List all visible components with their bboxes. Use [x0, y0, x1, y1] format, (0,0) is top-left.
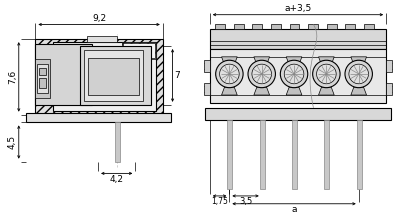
Circle shape — [252, 64, 272, 84]
Bar — [53, 42, 156, 111]
Bar — [210, 49, 386, 103]
Circle shape — [280, 60, 308, 88]
Bar — [357, 120, 362, 189]
Bar — [260, 120, 265, 189]
Bar — [36, 44, 92, 105]
Text: 4,2: 4,2 — [110, 175, 124, 184]
Bar — [364, 23, 374, 29]
Circle shape — [220, 64, 239, 84]
Polygon shape — [351, 57, 366, 65]
Bar — [345, 23, 355, 29]
Polygon shape — [318, 57, 334, 65]
Text: 4,5: 4,5 — [8, 135, 17, 149]
Bar — [252, 23, 262, 29]
Bar — [234, 23, 244, 29]
Bar — [115, 123, 120, 162]
Circle shape — [284, 64, 304, 84]
Bar — [204, 83, 210, 95]
Bar — [210, 29, 386, 49]
Bar — [122, 42, 156, 59]
Bar — [36, 39, 163, 115]
Circle shape — [349, 64, 368, 84]
Bar — [215, 23, 225, 29]
Polygon shape — [222, 87, 237, 95]
Bar — [386, 60, 392, 72]
Bar — [39, 68, 46, 75]
Bar — [386, 83, 392, 95]
Bar — [308, 23, 318, 29]
Bar — [87, 36, 117, 42]
Bar — [123, 43, 155, 58]
Bar — [204, 60, 210, 72]
Bar — [228, 120, 232, 189]
Polygon shape — [222, 57, 237, 65]
Circle shape — [216, 60, 243, 88]
Text: 9,2: 9,2 — [92, 14, 106, 23]
Polygon shape — [286, 87, 302, 95]
Bar — [271, 23, 281, 29]
Bar — [37, 64, 48, 93]
Polygon shape — [254, 57, 270, 65]
Polygon shape — [351, 87, 366, 95]
Bar — [39, 78, 46, 88]
Text: a+3,5: a+3,5 — [284, 4, 312, 13]
Text: 7: 7 — [174, 71, 180, 80]
Circle shape — [313, 60, 340, 88]
Circle shape — [345, 60, 372, 88]
Bar — [290, 23, 300, 29]
Bar — [84, 50, 143, 101]
Bar — [80, 46, 151, 105]
Bar — [327, 23, 336, 29]
Bar — [324, 120, 329, 189]
Text: 7,6: 7,6 — [8, 70, 17, 84]
Text: a: a — [291, 205, 297, 214]
Text: 3,5: 3,5 — [239, 197, 252, 206]
Bar — [88, 58, 139, 95]
Circle shape — [248, 60, 276, 88]
Text: 1,75: 1,75 — [211, 197, 228, 206]
Bar — [205, 108, 391, 120]
Circle shape — [316, 64, 336, 84]
Polygon shape — [286, 57, 302, 65]
Polygon shape — [254, 87, 270, 95]
Bar — [292, 120, 297, 189]
Bar — [26, 113, 171, 123]
Bar — [36, 59, 50, 98]
Polygon shape — [318, 87, 334, 95]
